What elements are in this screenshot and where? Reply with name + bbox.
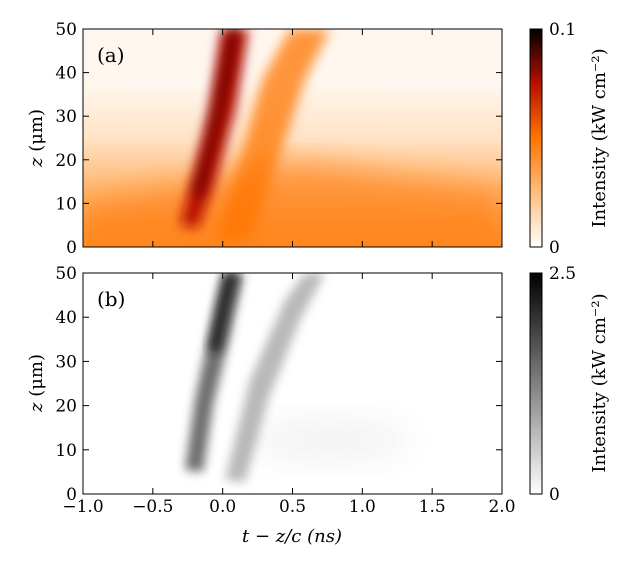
y-tick-label: 30 [55,352,77,372]
heatmap-a-streak-2 [215,29,330,240]
y-tick-label: 10 [55,194,77,214]
panel-a: 0 10 20 30 40 50 (a) z (μm) 0.1 0 Intensity (… [26,20,610,258]
heatmap-b-streak-1 [185,273,244,472]
colorbar-a [529,28,543,248]
x-tick-label: 1.5 [419,497,446,517]
x-tick-label: 0.5 [279,497,306,517]
colorbar-a-max-label: 0.1 [549,20,576,40]
y-tick-label: 50 [55,264,77,284]
heatmap-b [83,273,502,494]
heatmap-b-faint-region [250,415,410,465]
y-tick-label: 40 [55,64,77,84]
y-tick-label: 10 [55,441,77,461]
colorbar-a-label: Intensity (kW cm⁻²) [589,48,610,227]
x-tick-label: −0.5 [132,497,173,517]
y-tick-label: 40 [55,308,77,328]
colorbar-b-max-label: 2.5 [549,264,576,284]
colorbar-b-min-label: 0 [549,485,560,505]
ylabel-b: z (μm) [26,354,47,413]
x-tick-label: 2.0 [488,497,515,517]
colorbar-b-label: Intensity (kW cm⁻²) [589,293,610,472]
y-tick-label: 20 [55,397,77,417]
axes-b-ticks: −1.0 −0.5 0.0 0.5 1.0 1.5 2.0 0 10 20 30 40 50 [55,264,515,517]
colorbar-b [529,272,543,495]
panel-label-a: (a) [97,43,125,67]
heatmap-b-streak-2 [225,273,325,482]
heatmap-a-streak-1-core [192,29,240,198]
axes-a-ticks: 0 10 20 30 40 50 [55,20,503,258]
x-tick-label: −1.0 [62,497,103,517]
y-tick-label: 30 [55,107,77,127]
panel-label-b: (b) [97,287,125,311]
heatmap-b-streak-1-core [208,273,238,352]
ylabel-a: z (μm) [26,109,47,168]
x-tick-label: 1.0 [349,497,376,517]
colorbar-a-min-label: 0 [549,238,560,258]
heatmap-a [83,29,502,247]
panel-b: −1.0 −0.5 0.0 0.5 1.0 1.5 2.0 0 10 20 30 40 50 (b) z… [26,264,610,547]
y-tick-label: 0 [66,485,77,505]
y-tick-label: 50 [55,20,77,40]
x-tick-label: 0.0 [209,497,236,517]
y-tick-label: 20 [55,151,77,171]
y-tick-label: 0 [66,238,77,258]
xlabel-b: t − z/c (ns) [242,526,342,547]
